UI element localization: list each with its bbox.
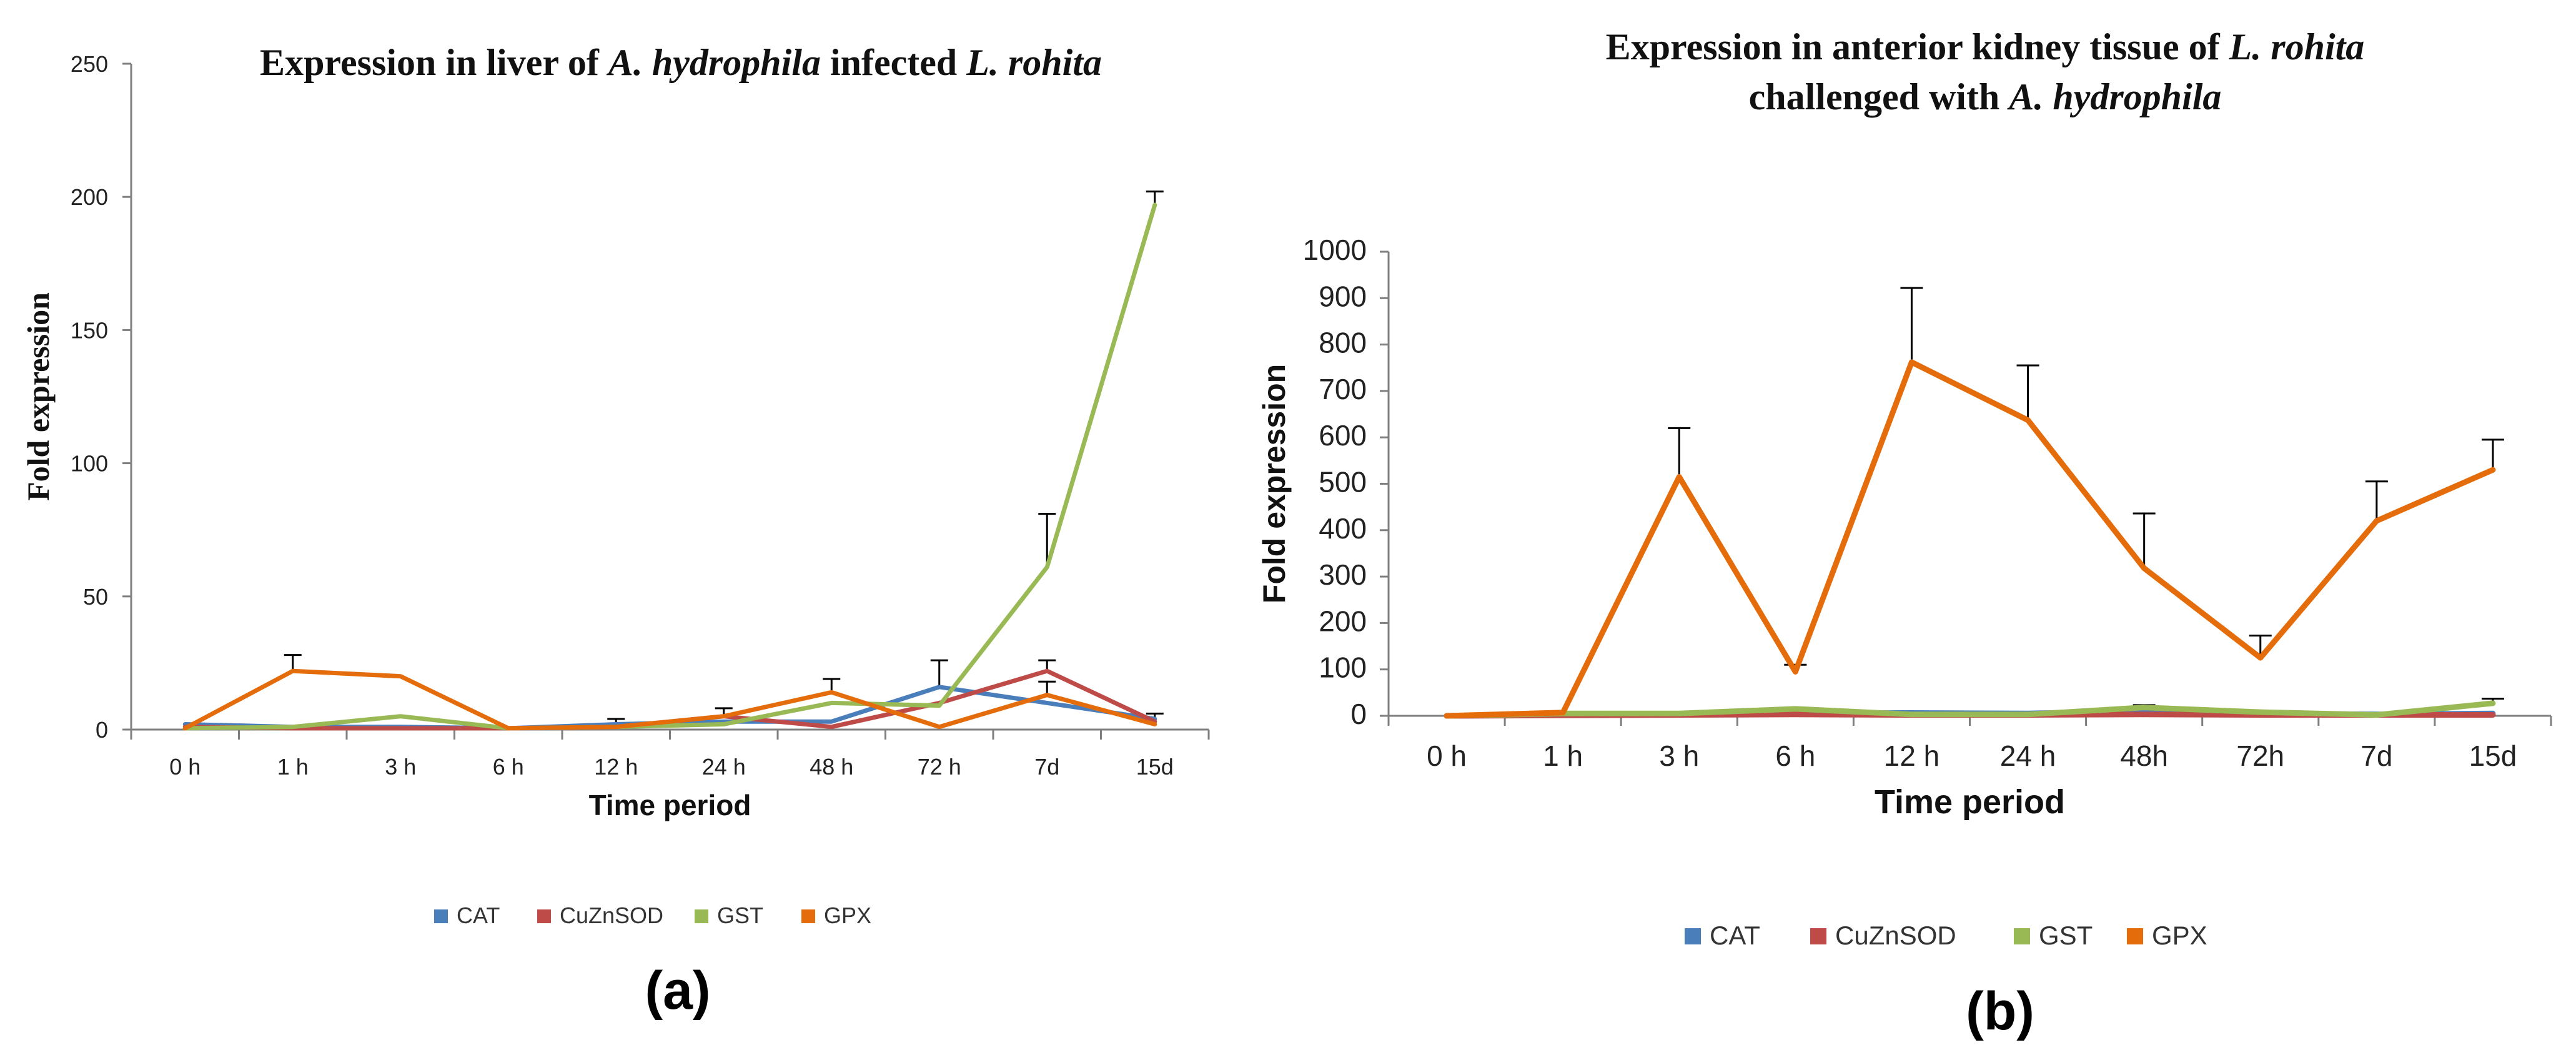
series-line-gpx bbox=[182, 668, 1157, 731]
y-tick-label: 250 bbox=[71, 51, 108, 77]
y-tick-label: 900 bbox=[1319, 280, 1367, 312]
legend-label: CuZnSOD bbox=[1835, 921, 1956, 950]
title-part: L. rohita bbox=[966, 42, 1102, 83]
chart-title-line: challenged with A. hydrophila bbox=[1749, 76, 2222, 117]
legend-swatch-cuznsod bbox=[1810, 928, 1826, 944]
x-tick-label: 1 h bbox=[1543, 740, 1583, 772]
panel-label: (a) bbox=[645, 961, 710, 1021]
y-tick-label: 200 bbox=[1319, 605, 1367, 637]
legend-swatch-cuznsod bbox=[537, 909, 551, 923]
title-part: A. hydrophila bbox=[2006, 76, 2221, 117]
x-tick-label: 15d bbox=[1136, 754, 1174, 780]
series-line-gpx bbox=[1444, 359, 2496, 719]
y-tick-label: 50 bbox=[83, 584, 108, 610]
x-tick-label: 24 h bbox=[702, 754, 746, 780]
legend-label: GPX bbox=[2152, 921, 2207, 950]
x-tick-label: 24 h bbox=[2000, 740, 2056, 772]
x-tick-label: 3 h bbox=[1659, 740, 1699, 772]
panel-label: (b) bbox=[1966, 981, 2034, 1041]
x-tick-label: 6 h bbox=[1775, 740, 1815, 772]
title-part: A. hydrophila bbox=[606, 42, 821, 83]
y-tick-label: 600 bbox=[1319, 419, 1367, 452]
x-tick-label: 0 h bbox=[1427, 740, 1467, 772]
chart-b: Expression in anterior kidney tissue of … bbox=[1257, 26, 2552, 1041]
y-tick-label: 200 bbox=[71, 184, 108, 210]
x-axis-title: Time period bbox=[589, 789, 751, 821]
chart-a: Expression in liver of A. hydrophila inf… bbox=[21, 42, 1210, 1021]
y-tick-label: 300 bbox=[1319, 558, 1367, 591]
x-tick-label: 72h bbox=[2236, 740, 2284, 772]
legend-label: GST bbox=[2039, 921, 2093, 950]
legend-label: GST bbox=[717, 903, 763, 928]
x-tick-label: 6 h bbox=[493, 754, 524, 780]
series-line-gst bbox=[1444, 700, 2496, 719]
y-tick-label: 700 bbox=[1319, 373, 1367, 405]
y-tick-label: 400 bbox=[1319, 512, 1367, 545]
y-tick-label: 500 bbox=[1319, 466, 1367, 498]
y-tick-label: 100 bbox=[1319, 651, 1367, 684]
y-tick-label: 100 bbox=[71, 451, 108, 477]
y-tick-label: 800 bbox=[1319, 327, 1367, 359]
legend-label: CAT bbox=[1710, 921, 1760, 950]
y-axis-title: Fold expression bbox=[1257, 364, 1292, 603]
title-part: Expression in anterior kidney tissue of bbox=[1606, 26, 2229, 67]
y-tick-label: 150 bbox=[71, 317, 108, 343]
y-tick-label: 0 bbox=[96, 717, 108, 743]
chart-title-line: Expression in anterior kidney tissue of … bbox=[1606, 26, 2365, 67]
title-part: Expression in liver of bbox=[260, 42, 608, 83]
x-tick-label: 12 h bbox=[594, 754, 638, 780]
x-axis-title: Time period bbox=[1875, 783, 2065, 821]
x-tick-label: 48h bbox=[2120, 740, 2168, 772]
title-part: L. rohita bbox=[2229, 26, 2365, 67]
y-tick-label: 1000 bbox=[1303, 234, 1367, 266]
y-tick-label: 0 bbox=[1350, 698, 1367, 730]
legend-swatch-gpx bbox=[801, 909, 815, 923]
x-tick-label: 48 h bbox=[810, 754, 853, 780]
y-axis-title: Fold expression bbox=[21, 292, 56, 501]
x-tick-label: 3 h bbox=[385, 754, 416, 780]
x-tick-label: 7d bbox=[2361, 740, 2392, 772]
x-tick-label: 72 h bbox=[918, 754, 961, 780]
x-tick-label: 0 h bbox=[169, 754, 201, 780]
x-tick-label: 15d bbox=[2469, 740, 2517, 772]
series-line-gst bbox=[182, 202, 1157, 731]
legend-swatch-gst bbox=[695, 909, 708, 923]
legend-label: GPX bbox=[824, 903, 871, 928]
x-tick-label: 1 h bbox=[277, 754, 309, 780]
legend-label: CAT bbox=[457, 903, 500, 928]
title-part: infected bbox=[821, 42, 966, 83]
x-tick-label: 12 h bbox=[1884, 740, 1940, 772]
legend-swatch-cat bbox=[1685, 928, 1701, 944]
x-tick-label: 7d bbox=[1034, 754, 1059, 780]
legend-label: CuZnSOD bbox=[560, 903, 663, 928]
legend-swatch-gst bbox=[2014, 928, 2030, 944]
legend-swatch-gpx bbox=[2127, 928, 2143, 944]
chart-title: Expression in liver of A. hydrophila inf… bbox=[260, 42, 1102, 83]
legend-swatch-cat bbox=[434, 909, 448, 923]
title-part: challenged with bbox=[1749, 76, 2009, 117]
